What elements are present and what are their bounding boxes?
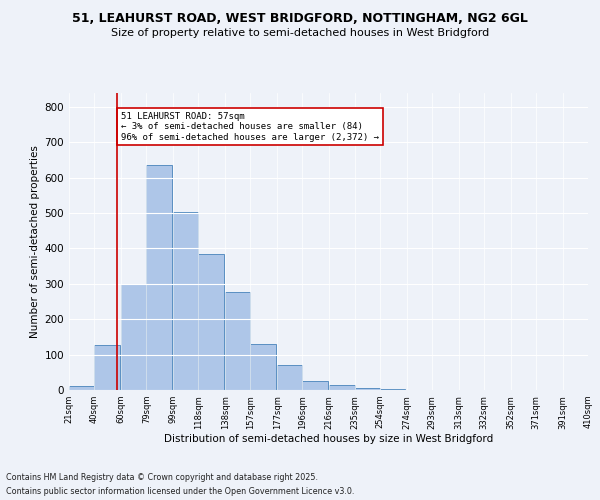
Bar [277, 365, 302, 390]
Bar [380, 388, 405, 390]
Bar [329, 386, 355, 390]
Bar [146, 165, 172, 390]
Bar [250, 344, 276, 390]
X-axis label: Distribution of semi-detached houses by size in West Bridgford: Distribution of semi-detached houses by … [164, 434, 493, 444]
Bar [173, 212, 199, 390]
Bar [94, 344, 119, 390]
Y-axis label: Number of semi-detached properties: Number of semi-detached properties [31, 145, 40, 338]
Bar [302, 381, 328, 390]
Bar [121, 284, 146, 390]
Bar [355, 388, 380, 390]
Bar [69, 386, 94, 390]
Text: Size of property relative to semi-detached houses in West Bridgford: Size of property relative to semi-detach… [111, 28, 489, 38]
Text: 51, LEAHURST ROAD, WEST BRIDGFORD, NOTTINGHAM, NG2 6GL: 51, LEAHURST ROAD, WEST BRIDGFORD, NOTTI… [72, 12, 528, 26]
Text: 51 LEAHURST ROAD: 57sqm
← 3% of semi-detached houses are smaller (84)
96% of sem: 51 LEAHURST ROAD: 57sqm ← 3% of semi-det… [121, 112, 379, 142]
Text: Contains HM Land Registry data © Crown copyright and database right 2025.: Contains HM Land Registry data © Crown c… [6, 474, 318, 482]
Bar [225, 292, 250, 390]
Bar [199, 254, 224, 390]
Text: Contains public sector information licensed under the Open Government Licence v3: Contains public sector information licen… [6, 487, 355, 496]
